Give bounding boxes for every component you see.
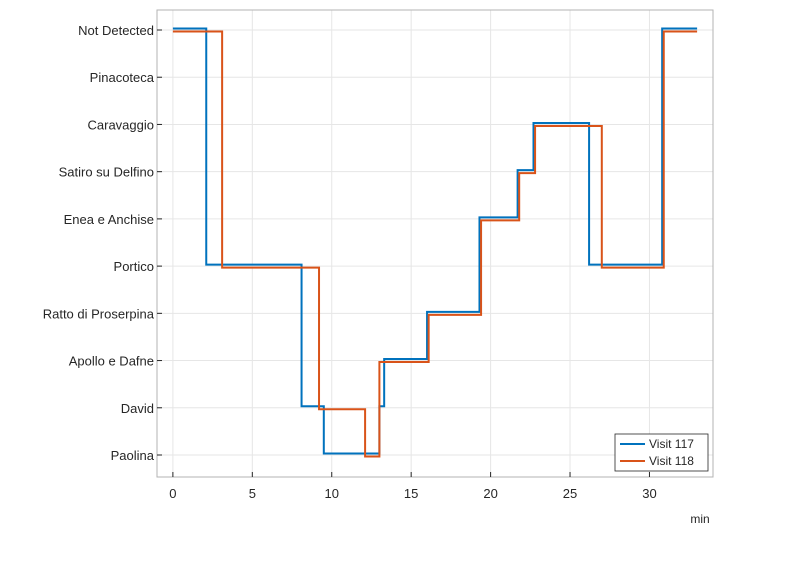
x-axis-ticks: 0 5 10 15 20 25 30 bbox=[169, 472, 657, 501]
x-tick-label: 5 bbox=[249, 486, 256, 501]
y-tick-label: Not Detected bbox=[78, 23, 154, 38]
y-tick-label: Satiro su Delfino bbox=[59, 165, 154, 180]
plot-area bbox=[157, 10, 713, 477]
x-tick-label: 10 bbox=[325, 486, 339, 501]
y-axis-ticks: Paolina David Apollo e Dafne Ratto di Prose… bbox=[43, 23, 162, 463]
y-tick-label: Portico bbox=[114, 259, 154, 274]
series-line-visit-117 bbox=[172, 27, 698, 455]
y-tick-label: Apollo e Dafne bbox=[69, 354, 154, 369]
x-axis-label: min bbox=[690, 512, 709, 526]
legend-box bbox=[614, 433, 709, 472]
x-tick-label: 20 bbox=[483, 486, 497, 501]
x-tick-label: 15 bbox=[404, 486, 418, 501]
y-tick-label: Caravaggio bbox=[88, 117, 155, 132]
legend[interactable]: Visit 117 Visit 118 bbox=[614, 433, 709, 472]
legend-label-visit-118: Visit 118 bbox=[649, 454, 694, 468]
x-tick-label: 25 bbox=[563, 486, 577, 501]
y-tick-label: Paolina bbox=[111, 448, 155, 463]
y-tick-label: Ratto di Proserpina bbox=[43, 306, 155, 321]
x-tick-label: 30 bbox=[642, 486, 656, 501]
y-tick-label: Pinacoteca bbox=[90, 70, 155, 85]
series-line-visit-118 bbox=[172, 30, 698, 458]
plot-frame bbox=[156, 9, 714, 478]
series-lines bbox=[172, 27, 698, 458]
grid-lines bbox=[157, 10, 713, 477]
x-tick-label: 0 bbox=[169, 486, 176, 501]
y-tick-label: Enea e Anchise bbox=[64, 212, 154, 227]
legend-label-visit-117: Visit 117 bbox=[649, 437, 694, 451]
y-tick-label: David bbox=[121, 401, 154, 416]
